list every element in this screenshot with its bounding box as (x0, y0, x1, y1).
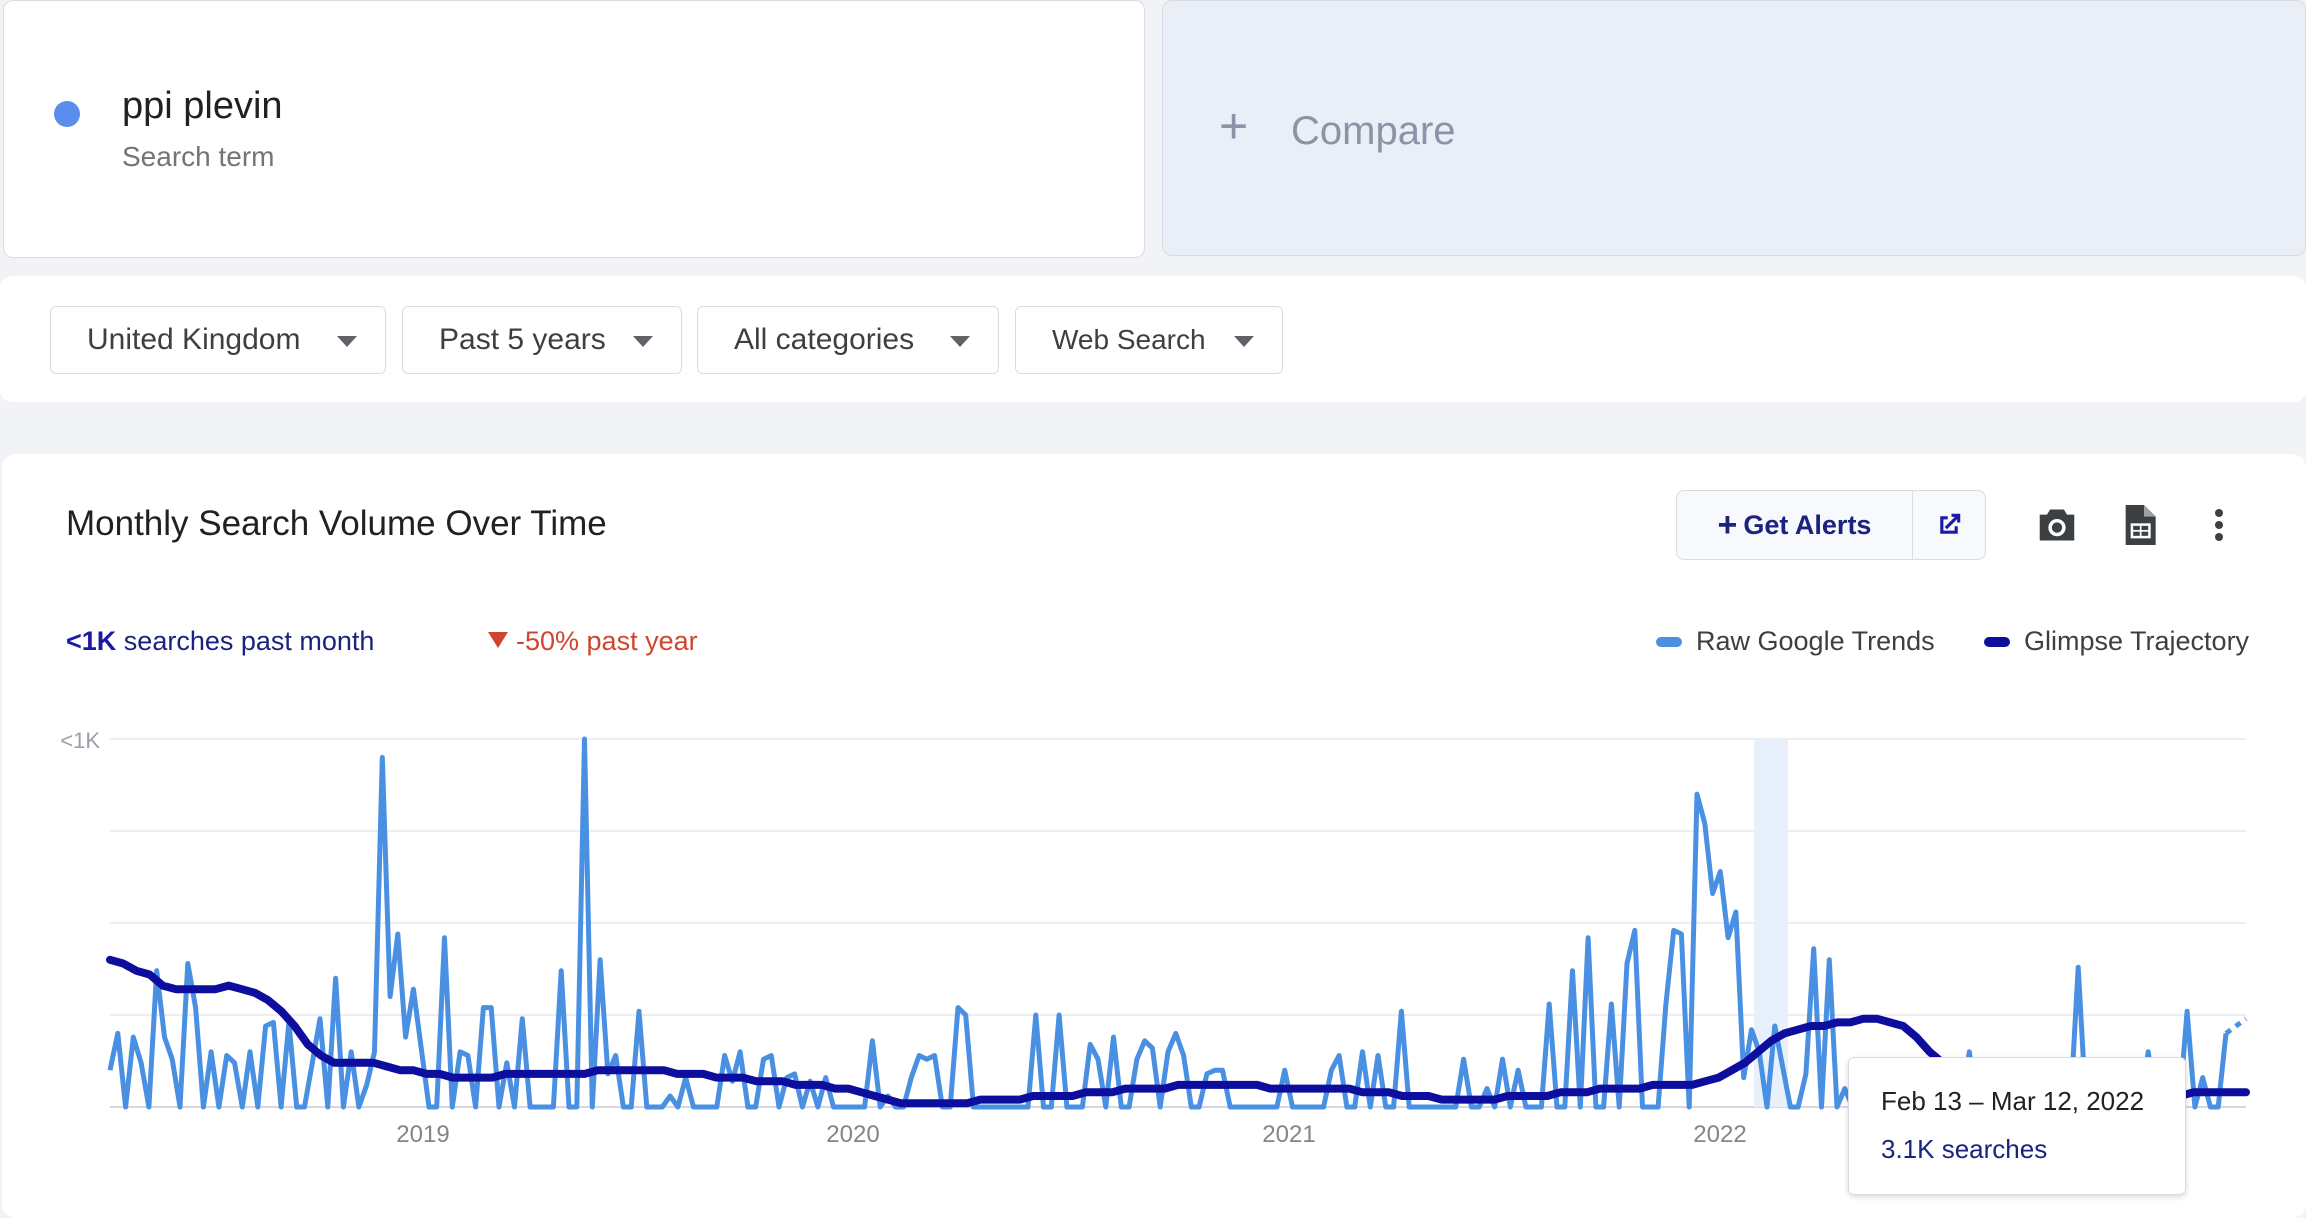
chevron-down-icon (950, 336, 970, 347)
search-term-subtitle: Search term (122, 141, 275, 172)
series-color-dot (54, 101, 80, 127)
monthly-searches-label: searches past month (116, 626, 375, 656)
external-link-icon (1940, 513, 1961, 534)
get-alerts-label: Get Alerts (1743, 509, 1872, 540)
series-line-glimpse-trajectory (106, 955, 2250, 1108)
y-axis-tick-label: <1K (60, 728, 100, 753)
region-dropdown[interactable]: United Kingdom (50, 306, 386, 374)
period-dropdown[interactable]: Past 5 years (402, 306, 682, 374)
legend-trajectory-label: Glimpse Trajectory (2024, 626, 2250, 656)
search-type-value: Web Search (1052, 324, 1206, 355)
down-triangle-icon (488, 632, 508, 648)
camera-icon (2039, 509, 2075, 541)
compare-label: Compare (1291, 109, 1456, 153)
search-type-dropdown[interactable]: Web Search (1015, 306, 1283, 374)
x-axis-tick-label: 2022 (1693, 1121, 1746, 1148)
get-alerts-button[interactable]: + Get Alerts (1677, 491, 1913, 559)
x-axis-tick-label: 2020 (826, 1121, 879, 1148)
search-term-name: ppi plevin (122, 85, 283, 127)
x-axis-tick-label: 2021 (1262, 1121, 1315, 1148)
legend-raw-label: Raw Google Trends (1696, 626, 1935, 656)
plus-icon: + (1219, 98, 1249, 154)
screenshot-button[interactable] (2032, 500, 2082, 550)
category-dropdown[interactable]: All categories (697, 306, 999, 374)
tooltip-value: 3.1K searches (1881, 1134, 2048, 1164)
chart-tooltip: Feb 13 – Mar 12, 2022 3.1K searches (1848, 1057, 2186, 1195)
spreadsheet-icon (2125, 505, 2156, 545)
yearly-change-value: -50% past year (516, 626, 698, 656)
alerts-button-group: + Get Alerts (1676, 490, 1986, 560)
x-axis-tick-label: 2019 (396, 1121, 449, 1148)
open-external-button[interactable] (1913, 491, 1985, 559)
legend-swatch-trajectory (1984, 636, 2010, 647)
more-options-button[interactable] (2194, 500, 2244, 550)
compare-button[interactable]: + Compare (1162, 0, 2306, 256)
stats-row: <1K searches past month -50% past year (66, 626, 698, 657)
monthly-searches-value: <1K (66, 626, 117, 656)
yearly-change-stat: -50% past year (488, 626, 698, 657)
period-value: Past 5 years (439, 323, 606, 356)
legend-raw[interactable]: Raw Google Trends (1656, 626, 1935, 657)
chevron-down-icon (337, 336, 357, 347)
search-term-card[interactable]: ppi plevin Search term (3, 0, 1145, 258)
series-line-raw-projection (2224, 1016, 2248, 1036)
plus-icon: + (1717, 506, 1738, 544)
export-sheet-button[interactable] (2114, 500, 2164, 550)
chevron-down-icon (633, 336, 653, 347)
tooltip-date: Feb 13 – Mar 12, 2022 (1881, 1086, 2145, 1116)
chevron-down-icon (1234, 336, 1254, 347)
region-value: United Kingdom (87, 323, 301, 356)
more-vert-icon (2215, 509, 2223, 541)
monthly-searches-stat: <1K searches past month (66, 626, 374, 656)
filter-bar: United Kingdom Past 5 years All categori… (0, 276, 2306, 402)
legend-swatch-raw (1656, 636, 1682, 647)
category-value: All categories (734, 323, 915, 356)
legend-trajectory[interactable]: Glimpse Trajectory (1984, 626, 2249, 657)
chart-title: Monthly Search Volume Over Time (66, 504, 607, 543)
